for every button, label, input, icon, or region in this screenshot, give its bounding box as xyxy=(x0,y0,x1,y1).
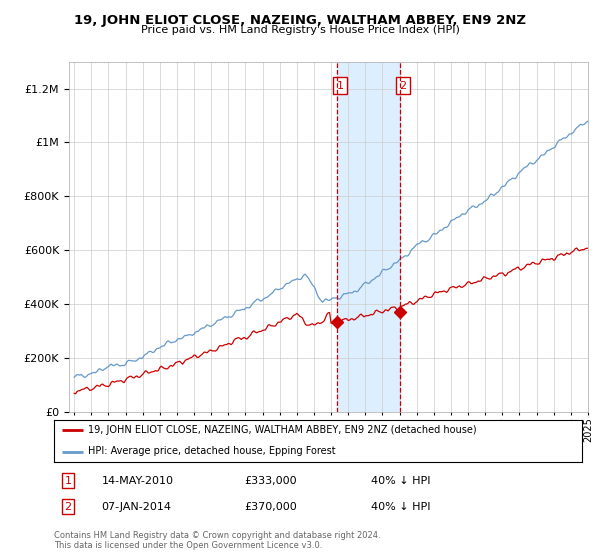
Text: 19, JOHN ELIOT CLOSE, NAZEING, WALTHAM ABBEY, EN9 2NZ (detached house): 19, JOHN ELIOT CLOSE, NAZEING, WALTHAM A… xyxy=(88,424,477,435)
Text: 1: 1 xyxy=(65,476,71,486)
Text: 1: 1 xyxy=(337,81,343,91)
Text: 40% ↓ HPI: 40% ↓ HPI xyxy=(371,476,430,486)
Text: £333,000: £333,000 xyxy=(244,476,297,486)
Text: £370,000: £370,000 xyxy=(244,502,297,512)
Text: Price paid vs. HM Land Registry's House Price Index (HPI): Price paid vs. HM Land Registry's House … xyxy=(140,25,460,35)
Bar xyxy=(337,62,400,412)
Text: 2: 2 xyxy=(65,502,71,512)
Text: 2: 2 xyxy=(399,81,406,91)
Text: 40% ↓ HPI: 40% ↓ HPI xyxy=(371,502,430,512)
Text: 07-JAN-2014: 07-JAN-2014 xyxy=(101,502,172,512)
Text: This data is licensed under the Open Government Licence v3.0.: This data is licensed under the Open Gov… xyxy=(54,541,322,550)
Text: Contains HM Land Registry data © Crown copyright and database right 2024.: Contains HM Land Registry data © Crown c… xyxy=(54,531,380,540)
Text: 14-MAY-2010: 14-MAY-2010 xyxy=(101,476,173,486)
Text: 19, JOHN ELIOT CLOSE, NAZEING, WALTHAM ABBEY, EN9 2NZ: 19, JOHN ELIOT CLOSE, NAZEING, WALTHAM A… xyxy=(74,14,526,27)
Text: HPI: Average price, detached house, Epping Forest: HPI: Average price, detached house, Eppi… xyxy=(88,446,336,456)
